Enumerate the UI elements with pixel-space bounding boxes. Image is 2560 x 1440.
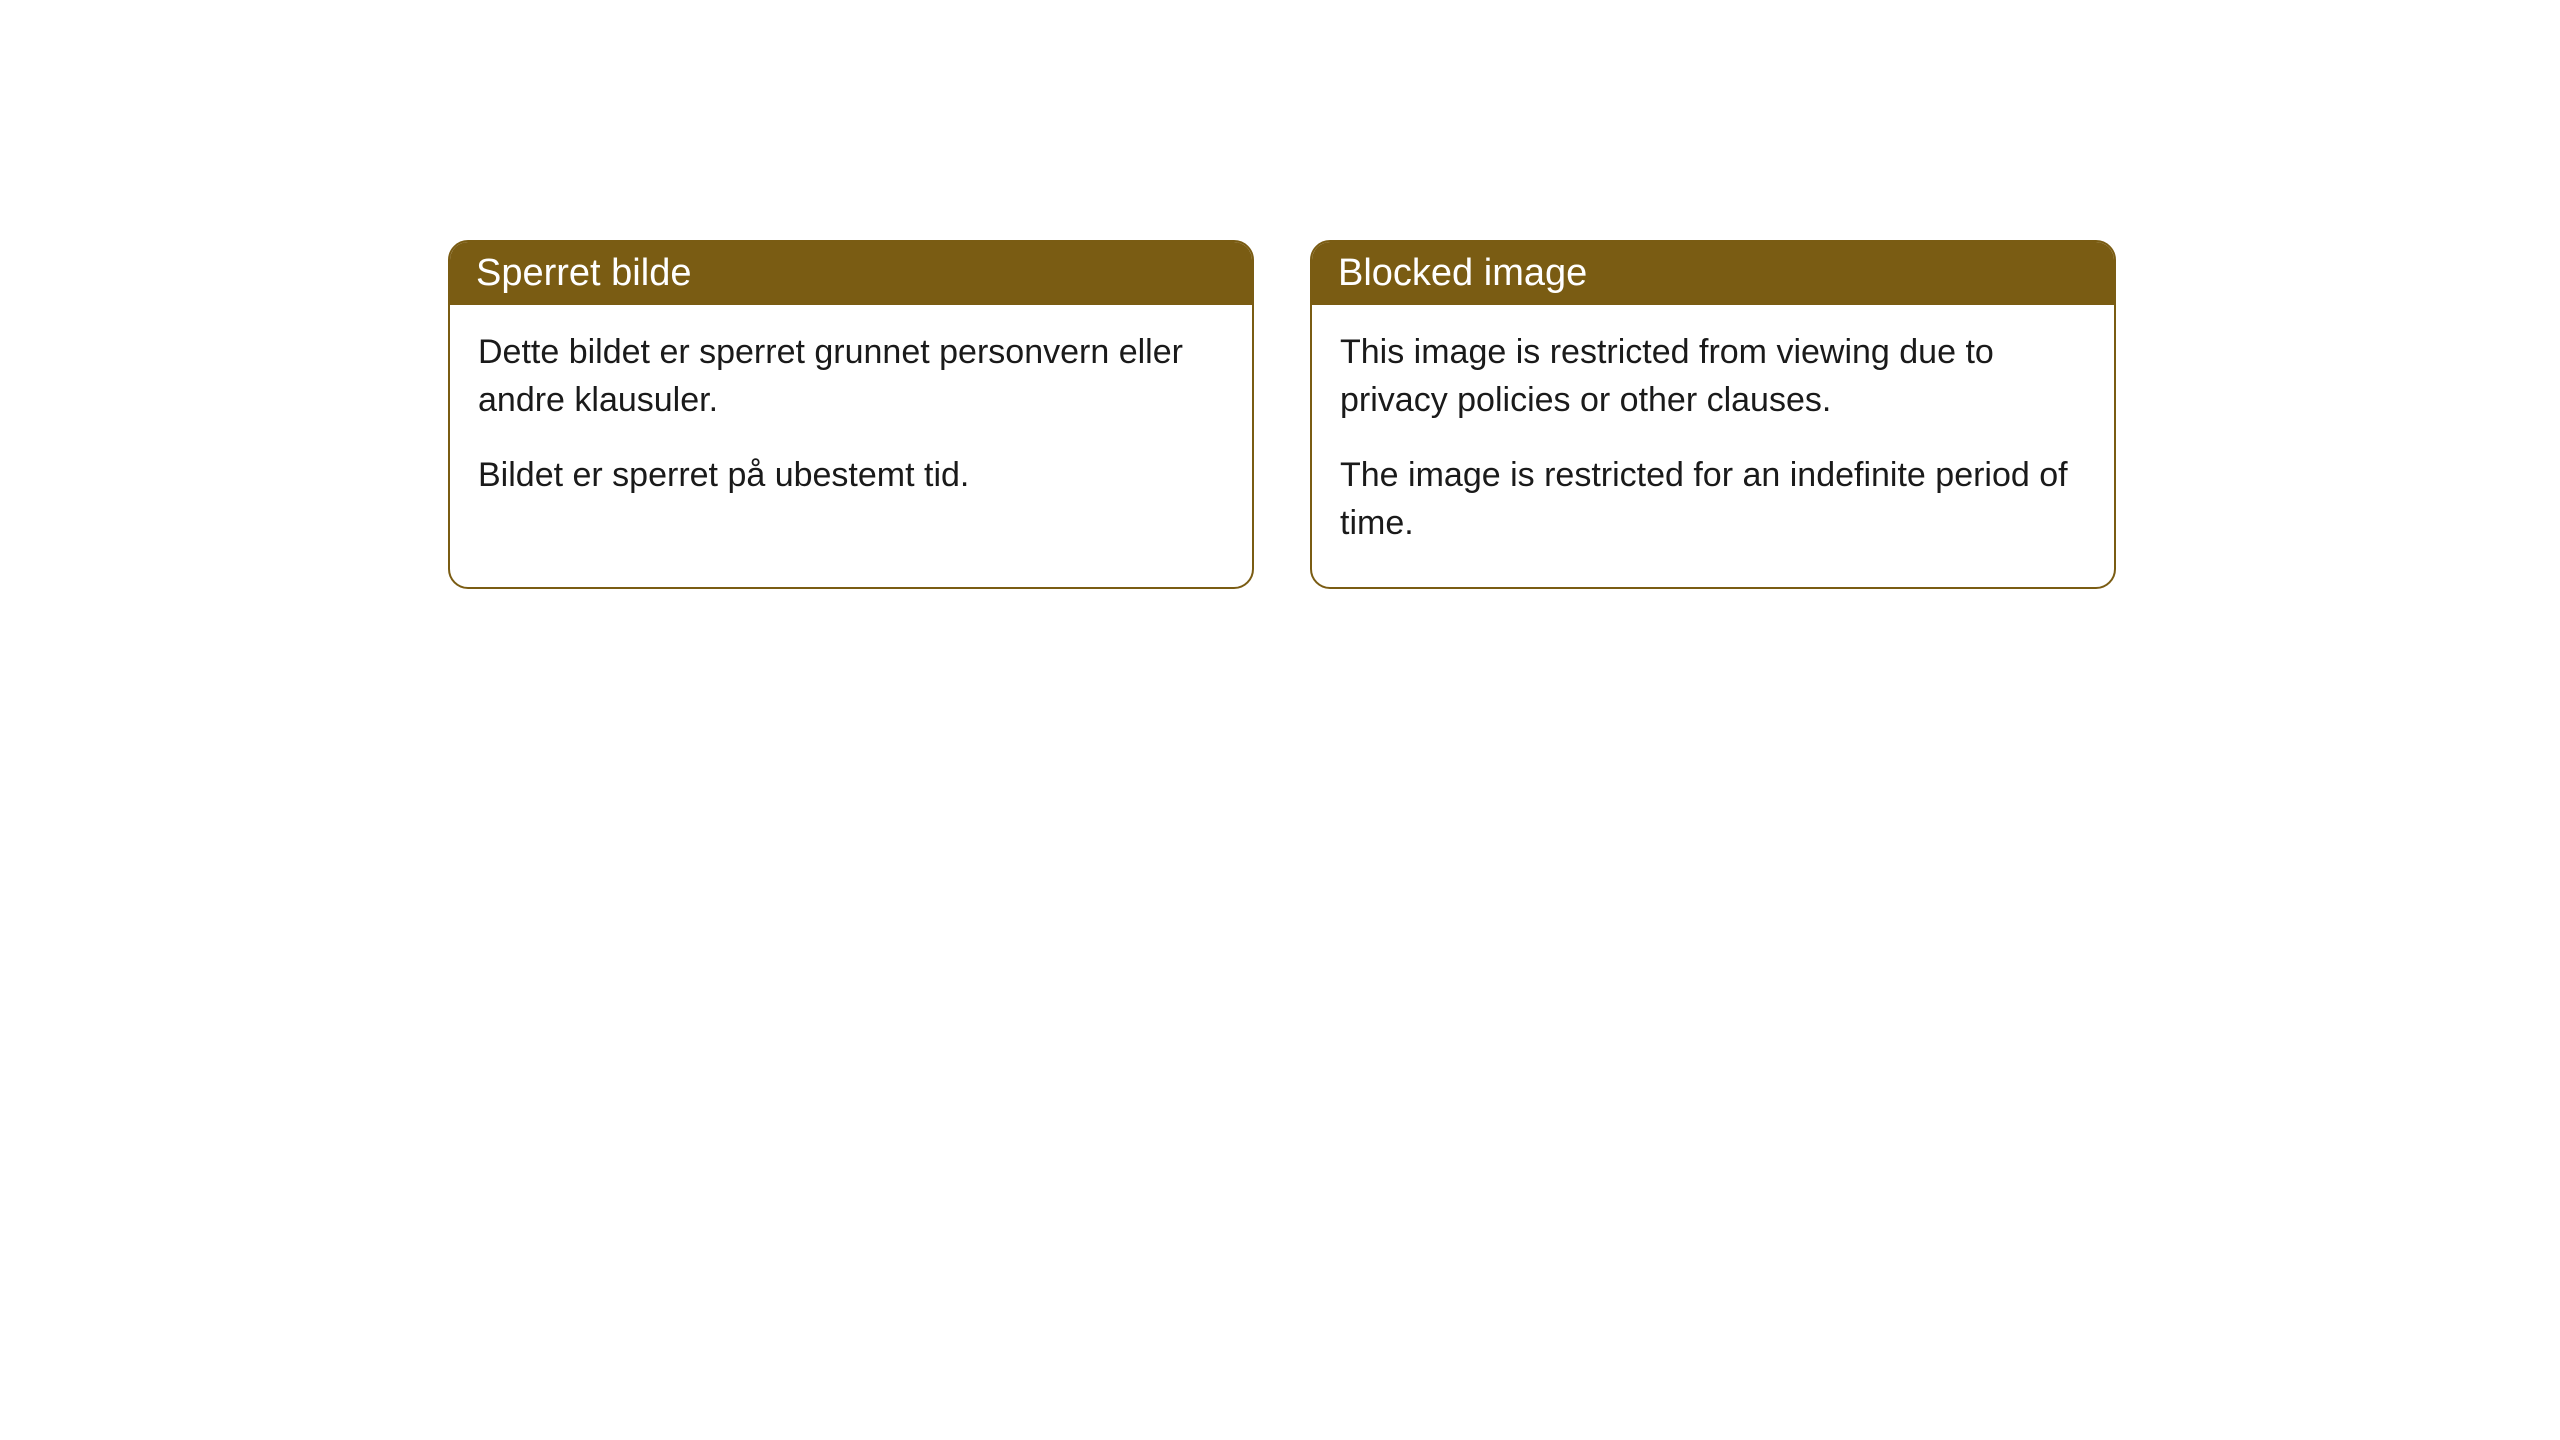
card-header: Sperret bilde [450, 242, 1252, 305]
card-header: Blocked image [1312, 242, 2114, 305]
card-title: Sperret bilde [476, 252, 691, 294]
notice-card-norwegian: Sperret bilde Dette bildet er sperret gr… [448, 240, 1254, 589]
card-paragraph: Bildet er sperret på ubestemt tid. [478, 452, 1224, 500]
card-paragraph: The image is restricted for an indefinit… [1340, 452, 2086, 547]
card-paragraph: This image is restricted from viewing du… [1340, 329, 2086, 424]
card-title: Blocked image [1338, 252, 1587, 294]
cards-container: Sperret bilde Dette bildet er sperret gr… [0, 0, 2560, 589]
card-paragraph: Dette bildet er sperret grunnet personve… [478, 329, 1224, 424]
card-body: This image is restricted from viewing du… [1312, 305, 2114, 587]
notice-card-english: Blocked image This image is restricted f… [1310, 240, 2116, 589]
card-body: Dette bildet er sperret grunnet personve… [450, 305, 1252, 540]
